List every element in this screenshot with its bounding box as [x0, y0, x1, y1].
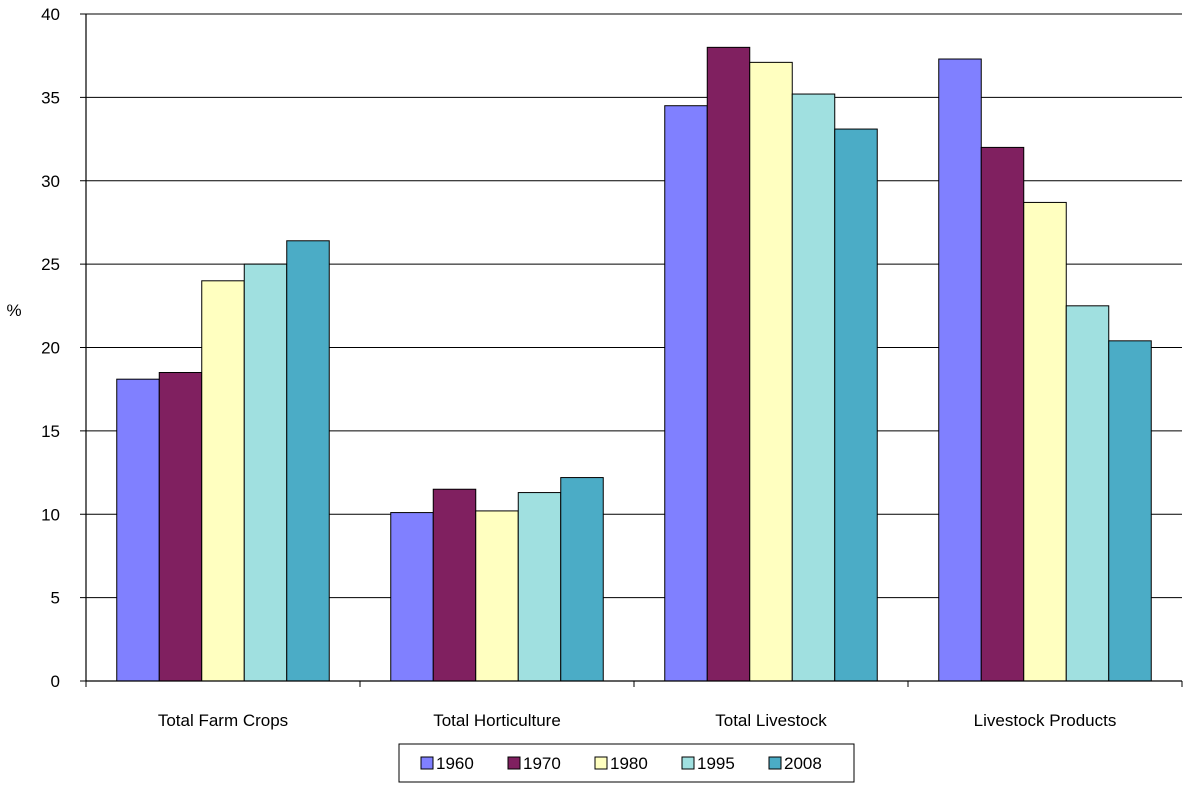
y-tick-label: 0 [51, 672, 60, 691]
bar-1995-1 [517, 492, 562, 682]
x-tick-label: Total Livestock [715, 711, 827, 730]
bar-1980-2 [749, 61, 793, 682]
y-tick-label: 10 [41, 505, 60, 524]
legend-swatch-1970 [507, 756, 521, 770]
legend-label-1980: 1980 [610, 754, 648, 773]
bar-1960-1 [390, 512, 434, 682]
bar-1980-0 [201, 280, 245, 682]
bar-1995-0 [243, 263, 288, 682]
bar-1995-2 [791, 93, 836, 682]
x-tick-label: Total Farm Crops [158, 711, 288, 730]
bar-2008-0 [286, 240, 330, 682]
bar-1970-2 [706, 46, 751, 682]
legend: 1960 1970 1980 1995 2008 [398, 743, 855, 783]
bar-2008-3 [1108, 340, 1152, 682]
legend-swatch-1960 [420, 756, 434, 770]
bar-1960-0 [116, 378, 160, 682]
y-tick-label: 40 [41, 5, 60, 24]
legend-swatch-1980 [594, 756, 608, 770]
bar-1960-2 [664, 105, 708, 682]
y-tick-label: 5 [51, 589, 60, 608]
bar-2008-2 [834, 128, 878, 682]
legend-swatch-2008 [768, 756, 782, 770]
legend-label-1960: 1960 [436, 754, 474, 773]
y-tick-label: 15 [41, 422, 60, 441]
x-tick-label: Livestock Products [974, 711, 1117, 730]
y-tick-label: 30 [41, 172, 60, 191]
legend-label-2008: 2008 [784, 754, 822, 773]
legend-label-1995: 1995 [697, 754, 735, 773]
bar-1980-3 [1023, 201, 1067, 682]
bar-1970-1 [432, 488, 477, 682]
axes: 0 5 10 15 20 25 30 35 40 Total Farm Crops Total Ho… [41, 5, 1183, 730]
x-tick-label: Total Horticulture [433, 711, 561, 730]
bar-1970-3 [980, 146, 1025, 682]
bar-1980-1 [475, 510, 519, 682]
legend-swatch-1995 [681, 756, 695, 770]
bar-1970-0 [158, 372, 203, 682]
bars [116, 46, 1152, 682]
bar-1960-3 [938, 58, 982, 682]
y-tick-label: 20 [41, 339, 60, 358]
y-axis-label: % [6, 301, 21, 320]
y-tick-label: 35 [41, 88, 60, 107]
bar-2008-1 [560, 477, 604, 682]
bar-1995-3 [1065, 305, 1110, 682]
legend-label-1970: 1970 [523, 754, 561, 773]
y-tick-label: 25 [41, 255, 60, 274]
